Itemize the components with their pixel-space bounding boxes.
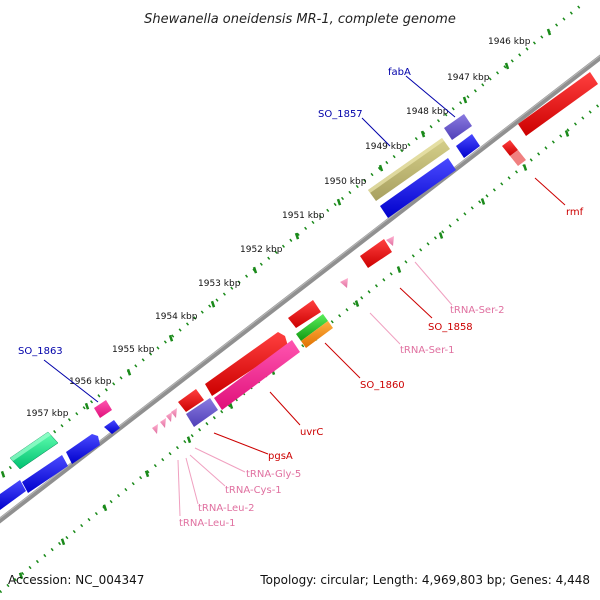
- outer-major-tick-8: [336, 198, 342, 206]
- gene-feature-red-upper-2[interactable]: [288, 300, 321, 328]
- gene-feature-blue-1[interactable]: [66, 434, 100, 464]
- major-ticks: [0, 28, 570, 580]
- inner-major-tick-9: [396, 266, 402, 273]
- tick-label-1947: 1947 kbp: [447, 73, 490, 83]
- gene-feature-red-small[interactable]: [178, 389, 204, 412]
- tick-label-1950: 1950 kbp: [324, 177, 367, 187]
- tick-label-1956: 1956 kbp: [69, 377, 112, 387]
- tick-label-1951: 1951 kbp: [282, 211, 325, 221]
- gene-feature-uvrC[interactable]: [214, 340, 300, 410]
- label-rmf[interactable]: rmf: [566, 207, 584, 218]
- trna-cys-1[interactable]: [166, 412, 172, 422]
- label-trna-ser-1[interactable]: tRNA-Ser-1: [400, 345, 455, 356]
- gene-labels: fabA SO_1857 SO_1863 rmf tRNA-Ser-2 SO_1…: [18, 67, 584, 529]
- inner-major-tick-1: [60, 538, 66, 546]
- map-title: Shewanella oneidensis MR-1, complete gen…: [144, 12, 456, 27]
- outer-major-tick-5: [210, 300, 216, 308]
- genome-backbone: [0, 54, 600, 524]
- kbp-labels: 1946 kbp 1947 kbp 1948 kbp 1949 kbp 1950…: [26, 37, 531, 419]
- outer-major-tick-10: [420, 130, 426, 138]
- trna-ser-1[interactable]: [340, 278, 348, 288]
- gene-feature-blue-fabA[interactable]: [456, 134, 480, 158]
- inner-major-tick-4: [186, 436, 192, 444]
- tick-label-1955: 1955 kbp: [112, 345, 155, 355]
- gene-feature-red-right[interactable]: [518, 72, 598, 136]
- label-trna-gly-5[interactable]: tRNA-Gly-5: [246, 469, 301, 480]
- inner-major-tick-3: [144, 470, 150, 478]
- leader-lines: [43, 75, 566, 517]
- label-trna-leu-1[interactable]: tRNA-Leu-1: [179, 518, 235, 529]
- inner-major-tick-13: [564, 130, 570, 137]
- genome-backbone-highlight: [0, 55, 600, 519]
- gene-feature-red-upper-1[interactable]: [205, 332, 288, 396]
- trna-leu-2[interactable]: [160, 418, 166, 428]
- inner-major-tick-12: [522, 164, 528, 171]
- tick-label-1949: 1949 kbp: [365, 142, 408, 152]
- trna-leu-1[interactable]: [152, 424, 158, 434]
- gene-feature-so1858[interactable]: [360, 239, 392, 268]
- label-so1860[interactable]: SO_1860: [360, 380, 405, 391]
- gene-feature-pgsA[interactable]: [186, 398, 218, 427]
- outer-major-tick-11: [462, 96, 468, 104]
- label-uvrC[interactable]: uvrC: [300, 427, 323, 438]
- label-trna-leu-2[interactable]: tRNA-Leu-2: [198, 503, 254, 514]
- inner-major-tick-11: [480, 198, 486, 205]
- outer-major-tick-2: [84, 402, 90, 410]
- trna-ser-2[interactable]: [386, 236, 394, 246]
- accession-text: Accession: NC_004347: [8, 573, 145, 587]
- gene-feature-teal[interactable]: [9, 431, 59, 470]
- tick-label-1957: 1957 kbp: [26, 409, 69, 419]
- outer-major-tick-12: [504, 62, 510, 70]
- inner-major-tick-10: [438, 232, 444, 239]
- outer-major-tick-6: [252, 266, 258, 274]
- outer-major-tick-9: [378, 164, 384, 172]
- tick-label-1953: 1953 kbp: [198, 279, 241, 289]
- label-trna-cys-1[interactable]: tRNA-Cys-1: [225, 485, 282, 496]
- gene-feature-so1863[interactable]: [94, 400, 112, 418]
- label-so1863[interactable]: SO_1863: [18, 346, 63, 357]
- label-so1858[interactable]: SO_1858: [428, 322, 473, 333]
- label-so1857[interactable]: SO_1857: [318, 109, 363, 120]
- gene-feature-blue-upper[interactable]: [380, 158, 456, 218]
- label-fabA[interactable]: fabA: [388, 67, 411, 78]
- outer-major-tick-13: [546, 28, 552, 36]
- gene-feature-rmf-light[interactable]: [510, 150, 526, 166]
- label-trna-ser-2[interactable]: tRNA-Ser-2: [450, 305, 505, 316]
- genome-summary-text: Topology: circular; Length: 4,969,803 bp…: [260, 573, 590, 587]
- outer-major-tick-4: [168, 334, 174, 342]
- gene-feature-blue-3[interactable]: [0, 480, 26, 510]
- tick-label-1954: 1954 kbp: [155, 312, 198, 322]
- tick-label-1952: 1952 kbp: [240, 245, 283, 255]
- label-pgsA[interactable]: pgsA: [268, 451, 293, 462]
- gene-feature-olive[interactable]: [368, 138, 450, 201]
- outer-major-tick-0: [0, 470, 6, 478]
- trna-gly-5[interactable]: [171, 408, 177, 418]
- gene-feature-fabA[interactable]: [444, 114, 472, 140]
- tick-label-1948: 1948 kbp: [406, 107, 449, 117]
- gene-feature-blue-2[interactable]: [22, 455, 68, 493]
- gene-feature-so1860-green[interactable]: [296, 314, 328, 341]
- gene-feature-blue-small[interactable]: [104, 420, 120, 434]
- gene-feature-so1860-orange[interactable]: [301, 321, 333, 348]
- tick-label-1946: 1946 kbp: [488, 37, 531, 47]
- inner-major-tick-2: [102, 504, 108, 512]
- inner-tick-ring: [0, 102, 600, 594]
- inner-major-tick-0: [18, 572, 24, 580]
- gene-feature-rmf[interactable]: [502, 140, 518, 156]
- outer-major-tick-7: [294, 232, 300, 240]
- inner-major-tick-8: [354, 300, 360, 307]
- outer-major-tick-3: [126, 368, 132, 376]
